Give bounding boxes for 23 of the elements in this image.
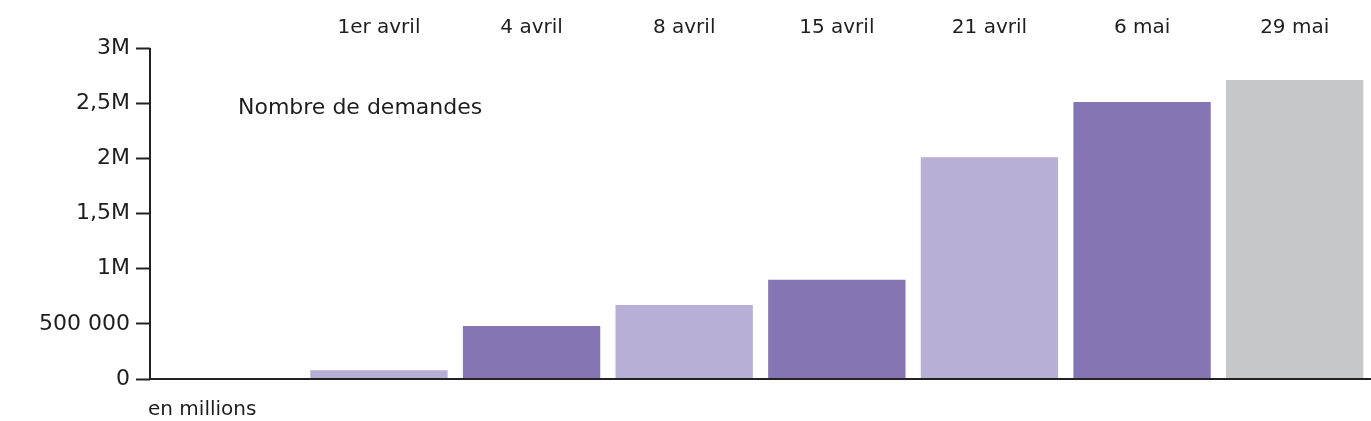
x-tick-label: 6 mai [1113, 14, 1171, 39]
y-tick-label: 500 000 [39, 309, 130, 335]
x-tick-label: 8 avril [652, 14, 716, 39]
y-tick-label: 2M [97, 144, 130, 170]
bar [1073, 102, 1211, 379]
text: en millions [148, 396, 257, 421]
y-tick-label: 0 [116, 364, 130, 390]
y-tick-label: 1,5M [76, 199, 130, 225]
y-tick-label: 3M [97, 33, 130, 59]
bar [310, 370, 448, 379]
bar [615, 305, 753, 379]
x-tick-label: 1er avril [337, 14, 421, 39]
bar [1226, 80, 1364, 379]
y-tick-label: 1M [97, 254, 130, 280]
bar [462, 326, 601, 379]
x-tick-label: 21 avril [951, 14, 1028, 39]
x-tick-label: 15 avril [799, 14, 875, 39]
bar [768, 279, 906, 379]
text: Nombre de demandes [238, 93, 483, 119]
bar [920, 157, 1059, 379]
x-tick-label: 4 avril [500, 14, 563, 39]
y-tick-label: 2,5M [76, 88, 130, 114]
x-tick-label: 29 mai [1260, 14, 1330, 39]
